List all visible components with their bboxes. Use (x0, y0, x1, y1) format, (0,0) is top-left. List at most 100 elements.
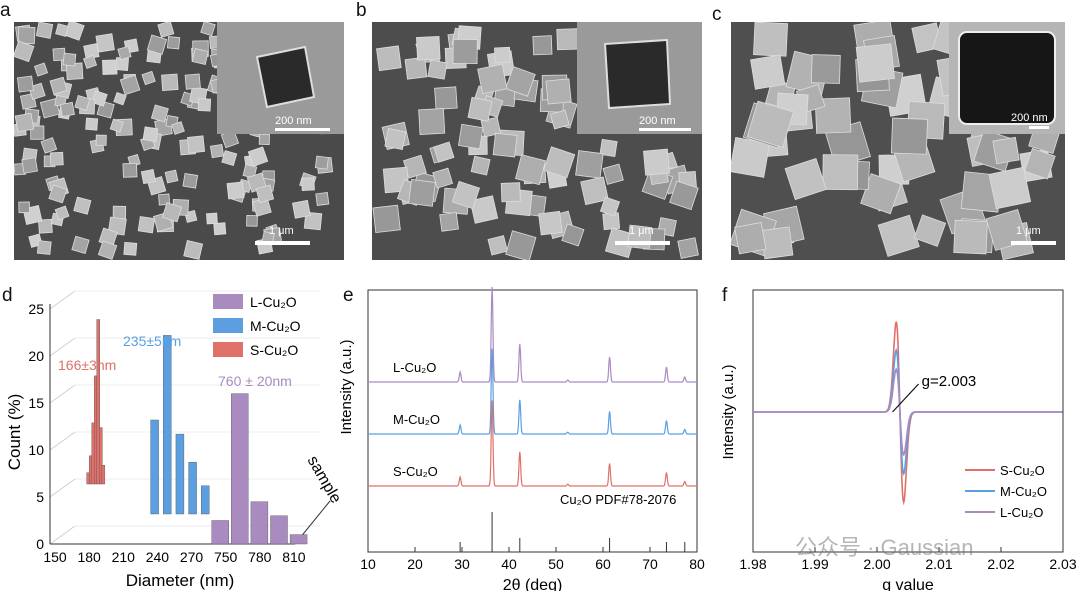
cube-particle (14, 40, 35, 63)
cube-particle (197, 98, 212, 112)
cube-particle (36, 240, 52, 255)
cube-particle (146, 34, 168, 55)
sem-image-a: 200 nm 1 μm (14, 22, 344, 260)
cube-particle (113, 91, 127, 106)
cube-particle (549, 109, 570, 130)
cube-particle (247, 146, 269, 167)
main-scale-label-a: 1 μm (269, 225, 294, 237)
legend-label: M-Cu₂O (250, 318, 301, 334)
panel-letter-d: d (2, 285, 13, 306)
cube-particle (161, 202, 183, 223)
cube-particle (602, 163, 624, 185)
legend-label: L-Cu₂O (1000, 505, 1043, 520)
cube-particle (384, 128, 407, 150)
x-tick-label: 1.99 (801, 556, 828, 572)
cube-particle (575, 150, 604, 179)
main-scale-bar-a (255, 241, 310, 245)
inset-scale-bar-a (275, 128, 330, 131)
cube-particle (48, 184, 68, 204)
cube-particle (408, 179, 436, 207)
grid-line (49, 525, 76, 545)
histogram-bar (163, 335, 172, 515)
grid-line (49, 478, 76, 498)
x-tick-label: 2.01 (925, 556, 952, 572)
cube-particle (140, 169, 156, 185)
cube-particle (500, 182, 521, 203)
cube-particle (877, 214, 920, 257)
cube-particle (418, 108, 446, 135)
histogram-bar (270, 515, 288, 545)
cube-particle (467, 96, 493, 122)
cube-particle (469, 195, 499, 224)
cube-particle (258, 133, 270, 146)
grid-line (49, 290, 76, 310)
cube-particle (33, 62, 49, 77)
annotation-s: 166±3nm (58, 357, 116, 373)
cube-particle (810, 54, 841, 84)
main-scale-label-c: 1 μm (1016, 225, 1041, 237)
inset-scale-label-a: 200 nm (275, 115, 312, 127)
cube-particle (117, 45, 132, 61)
cube-particle (734, 222, 767, 255)
cube-particle (470, 155, 491, 176)
legend-label: L-Cu₂O (250, 294, 297, 310)
cube-particle (166, 36, 181, 50)
xrd-series-line (368, 348, 697, 435)
cube-particle (213, 222, 227, 236)
legend-label: M-Cu₂O (1000, 484, 1047, 499)
cube-particle (246, 215, 258, 227)
cube-particle (157, 22, 175, 38)
x-tick-label: 30 (454, 556, 470, 572)
cube-particle (505, 66, 536, 97)
cube-particle (452, 38, 478, 65)
cube-particle (492, 132, 518, 158)
grid-line (49, 431, 76, 451)
cube-particle (137, 216, 155, 234)
cube-particle (74, 95, 91, 111)
cube-particle (122, 162, 138, 178)
chart-e: 10 20 30 40 50 60 70 80 2θ (deg) Intensity (a.u.)… (338, 286, 705, 591)
cube-particle (985, 208, 1028, 251)
cube-particle (451, 180, 481, 210)
plot-frame (367, 289, 698, 553)
cube-particle (38, 218, 53, 234)
inset-scale-label-b: 200 nm (639, 115, 676, 127)
y-tick-label: 10 (28, 442, 44, 458)
cube-particle (206, 212, 218, 225)
inset-scale-bar-b (639, 128, 691, 131)
x-tick-label: 780 (248, 549, 272, 565)
cube-particle (890, 117, 928, 155)
x-tick-label: 750 (214, 549, 238, 565)
cube-particle (376, 45, 402, 72)
inset-scale-bar-c (1029, 126, 1049, 129)
cube-particle (183, 240, 204, 260)
cube-particle (123, 241, 138, 256)
cube-particle (171, 121, 185, 135)
grid-line (49, 384, 76, 404)
cube-particle (97, 240, 118, 260)
cube-particle (62, 52, 77, 67)
x-tick-label: 10 (360, 556, 376, 572)
cube-particle (35, 22, 54, 39)
x-tick-label: 810 (282, 549, 306, 565)
cube-particle (855, 43, 895, 83)
cube-particle (427, 59, 448, 80)
cube-particle (515, 154, 546, 186)
y-axis-title: Intensity (a.u.) (720, 364, 737, 459)
histogram-bar (201, 485, 210, 515)
main-scale-bar-c (1011, 241, 1056, 245)
tem-inset-b: 200 nm (577, 22, 702, 134)
panel-letter-a: a (0, 0, 11, 21)
cube-particle (580, 176, 609, 206)
cube-particle (505, 230, 537, 260)
tem-inset-c: 200 nm (949, 22, 1065, 134)
cube-particle (669, 180, 699, 211)
cube-particle (477, 63, 508, 95)
y-tick-label: 5 (36, 489, 44, 505)
cube-particle (953, 219, 988, 255)
series-label: L-Cu₂O (393, 360, 436, 375)
cube-particle (18, 201, 30, 214)
cube-particle (750, 54, 786, 90)
histogram-bar (188, 462, 197, 515)
histogram-bar (150, 419, 159, 515)
